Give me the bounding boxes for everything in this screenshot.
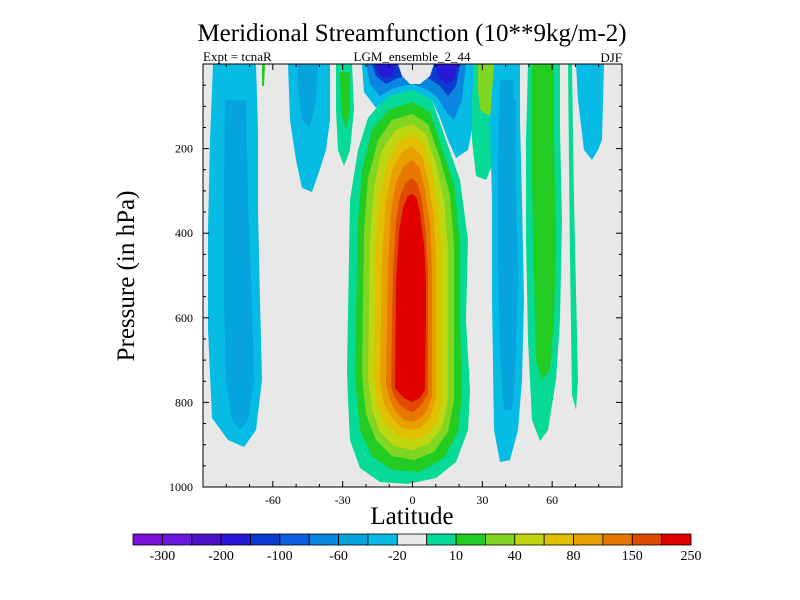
contour-positive-thin-left <box>262 64 265 86</box>
colorbar-swatch <box>455 533 486 546</box>
contour-top-negative-core <box>376 64 458 84</box>
x-tick-marks <box>202 64 623 487</box>
contour-south-left-inner <box>224 100 254 430</box>
colorbar-label: -60 <box>329 549 348 564</box>
y-tick-marks <box>203 63 622 488</box>
colorbar <box>132 533 692 546</box>
colorbar-swatch <box>485 533 516 546</box>
colorbar-label: -100 <box>267 549 293 564</box>
y-tick-label: 800 <box>175 395 193 409</box>
subtitle-center: LGM_ensemble_2_44 <box>354 49 471 64</box>
colorbar-swatch <box>161 533 193 546</box>
contour-green-left-inner <box>340 72 350 130</box>
colorbar-swatch <box>514 533 545 546</box>
y-tick-label: 600 <box>175 311 193 325</box>
colorbar-swatch <box>338 533 369 546</box>
colorbar-swatch <box>602 533 633 546</box>
colorbar-swatch <box>631 533 663 546</box>
y-tick-label: 400 <box>175 226 193 240</box>
colorbar-label: -300 <box>150 549 176 564</box>
colorbar-label: 80 <box>567 549 581 564</box>
contour-north-thin-positive <box>568 64 578 410</box>
y-axis-label: Pressure (in hPa) <box>113 191 140 362</box>
colorbar-label: 10 <box>449 549 463 564</box>
x-tick-label: -60 <box>265 493 281 507</box>
chart-title: Meridional Streamfunction (10**9kg/m-2) <box>197 20 626 47</box>
x-tick-label: 30 <box>476 493 488 507</box>
colorbar-label: 40 <box>508 549 522 564</box>
contour-right-background <box>604 64 622 487</box>
colorbar-swatch <box>661 533 692 546</box>
colorbar-swatch <box>132 533 163 546</box>
contour-south-mid-inner <box>298 64 318 128</box>
colorbar-label: -20 <box>388 549 407 564</box>
plot-area <box>202 63 623 488</box>
colorbar-swatch <box>250 533 281 546</box>
colorbar-label: 150 <box>622 549 643 564</box>
x-axis-label: Latitude <box>370 503 453 530</box>
colorbar-swatch <box>573 533 604 546</box>
colorbar-label: -200 <box>208 549 234 564</box>
contour-north-negative-inner <box>498 80 518 410</box>
contour-hadley-core <box>395 194 426 402</box>
contour-north-right-negative <box>576 64 604 160</box>
colorbar-label: 250 <box>681 549 702 564</box>
contour-north-positive-inner <box>532 64 556 380</box>
x-tick-label: 60 <box>546 493 558 507</box>
colorbar-swatch <box>367 533 398 546</box>
contour-north-negative-top <box>512 64 518 100</box>
x-tick-label: 0 <box>410 493 416 507</box>
colorbar-swatch <box>396 533 428 546</box>
contour-south-mid <box>288 64 330 192</box>
subtitle-right: DJF <box>600 50 622 65</box>
subtitle-left: Expt = tcnaR <box>203 49 272 64</box>
colorbar-swatch <box>279 533 310 546</box>
y-tick-label: 1000 <box>169 480 193 494</box>
colorbar-swatch <box>543 533 574 546</box>
colorbar-swatch <box>191 533 222 546</box>
contour-gap-light <box>398 64 434 84</box>
x-tick-label: -30 <box>335 493 351 507</box>
colorbar-swatch <box>426 533 457 546</box>
colorbar-swatch <box>220 533 251 546</box>
y-tick-label: 200 <box>175 142 193 156</box>
colorbar-swatch <box>308 533 339 546</box>
